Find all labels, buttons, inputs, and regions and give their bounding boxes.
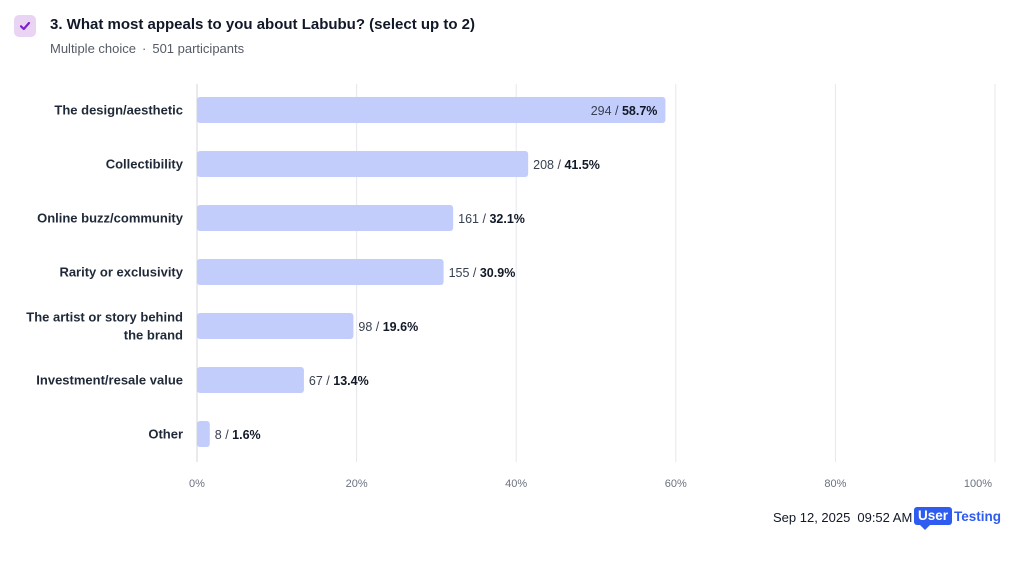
value-count-1: 208 / [533, 158, 564, 172]
logo-testing-text: Testing [954, 508, 1002, 524]
value-label-4: 98 / 19.6% [358, 320, 418, 334]
value-percent-4: 19.6% [383, 320, 418, 334]
x-tick-label-80: 80% [824, 478, 846, 490]
question-checkbox-icon [14, 15, 36, 37]
value-label-0: 294 / 58.7% [591, 104, 658, 118]
question-title: 3. What most appeals to you about Labubu… [50, 16, 476, 33]
bar-5 [197, 367, 304, 393]
date-text: Sep 12, 2025 [773, 510, 851, 525]
value-percent-1: 41.5% [564, 158, 599, 172]
category-label-5: Investment/resale value [36, 373, 183, 388]
value-count-6: 8 / [215, 428, 232, 442]
value-count-5: 67 / [309, 374, 333, 388]
meta-separator: · [142, 41, 147, 56]
checkmark-icon [19, 21, 31, 31]
value-count-2: 161 / [458, 212, 489, 226]
category-label-4-line-0: The artist or story behind [26, 310, 183, 325]
category-label-3: Rarity or exclusivity [59, 265, 183, 280]
value-count-3: 155 / [449, 266, 480, 280]
category-label-0: The design/aesthetic [54, 103, 183, 118]
category-label-1: Collectibility [106, 157, 184, 172]
value-percent-5: 13.4% [333, 374, 368, 388]
bar-3 [197, 259, 444, 285]
value-label-1: 208 / 41.5% [533, 158, 600, 172]
bar-chart: 0% 20% 40% 60% 80% 100% The design/aesthetic 29… [26, 84, 996, 490]
category-label-6: Other [148, 427, 183, 442]
value-label-3: 155 / 30.9% [449, 266, 516, 280]
time-text: 09:52 AM [857, 510, 913, 525]
x-tick-label-100: 100% [964, 478, 992, 490]
usertesting-logo: User Testing [914, 507, 1002, 530]
value-count-0: 294 / [591, 104, 622, 118]
value-label-2: 161 / 32.1% [458, 212, 525, 226]
value-label-6: 8 / 1.6% [215, 428, 261, 442]
value-label-5: 67 / 13.4% [309, 374, 369, 388]
question-meta: Multiple choice · 501 participants [50, 41, 244, 56]
bar-0 [197, 97, 666, 123]
category-label-4-line-1: the brand [124, 328, 183, 343]
logo-user-text: User [914, 507, 953, 530]
x-tick-label-0: 0% [189, 478, 205, 490]
value-percent-0: 58.7% [622, 104, 657, 118]
bar-6 [197, 421, 210, 447]
value-percent-2: 32.1% [489, 212, 524, 226]
x-tick-label-40: 40% [505, 478, 527, 490]
category-label-2: Online buzz/community [37, 211, 184, 226]
question-type: Multiple choice [50, 41, 136, 56]
value-percent-3: 30.9% [480, 266, 515, 280]
x-tick-label-20: 20% [346, 478, 368, 490]
bar-1 [197, 151, 529, 177]
value-percent-6: 1.6% [232, 428, 261, 442]
x-tick-label-60: 60% [665, 478, 687, 490]
bar-2 [197, 205, 454, 231]
bar-4 [197, 313, 354, 339]
participant-count: 501 participants [152, 41, 245, 56]
value-count-4: 98 / [358, 320, 382, 334]
timestamp: Sep 12, 2025 09:52 AM [773, 510, 912, 525]
